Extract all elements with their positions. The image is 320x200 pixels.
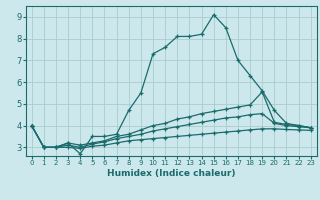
X-axis label: Humidex (Indice chaleur): Humidex (Indice chaleur) <box>107 169 236 178</box>
